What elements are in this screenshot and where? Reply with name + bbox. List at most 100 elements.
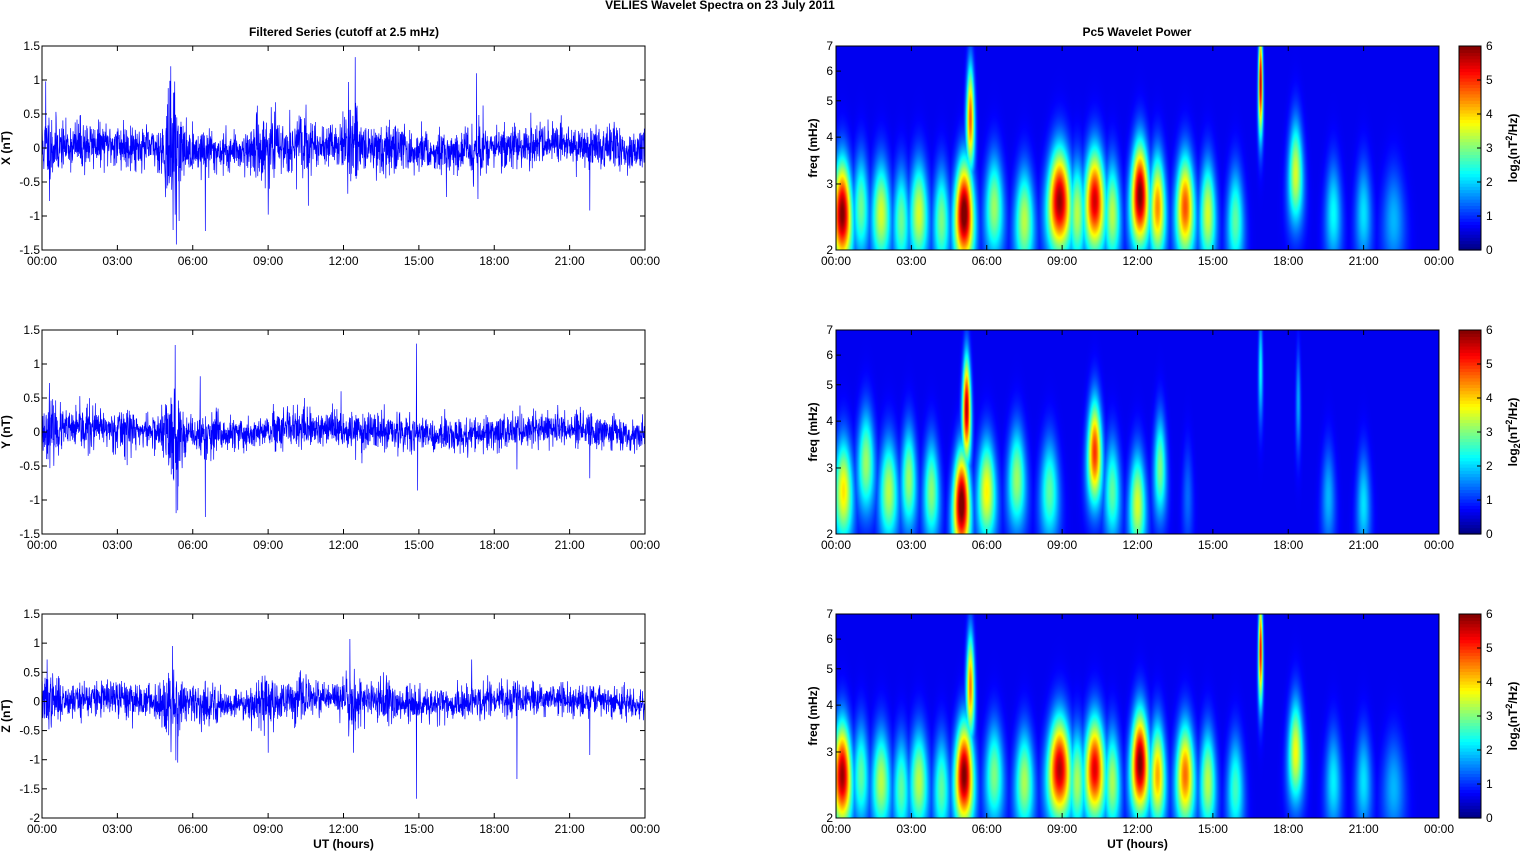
x-tick-label: 00:00 [630, 254, 660, 268]
colorbar-swatch [1459, 387, 1481, 392]
colorbar-swatch [1459, 757, 1481, 762]
colorbar-swatch [1459, 339, 1481, 344]
line-panel-0: -1.5 -1 -0.5 0 0.5 1 1.5 00:00 03:00 06:00 09:00 12… [0, 39, 660, 268]
colorbar-swatch [1459, 179, 1481, 184]
colorbar-tick-label: 3 [1486, 425, 1493, 439]
x-tick-label: 21:00 [1349, 822, 1379, 836]
colorbar-swatch [1459, 798, 1481, 803]
colorbar-swatch [1459, 74, 1481, 79]
colorbar-swatch [1459, 636, 1481, 641]
colorbar-swatch [1459, 112, 1481, 117]
colorbar-swatch [1459, 227, 1481, 232]
y-tick-label: 0.5 [23, 391, 40, 405]
x-tick-label: 00:00 [821, 254, 851, 268]
colorbar-swatch [1459, 716, 1481, 720]
colorbar-swatch [1459, 521, 1481, 526]
series-trace-z [42, 639, 645, 799]
x-axis-label: UT (hours) [1107, 837, 1168, 851]
heatmap-panel-4: 2 3 4 5 6 7 00:00 03:00 06:00 09:00 12:00 15:00 18:0… [806, 323, 1522, 552]
colorbar-label-part: (nT [1506, 708, 1520, 727]
colorbar-swatch [1459, 208, 1481, 213]
x-tick-label: 03:00 [102, 254, 132, 268]
colorbar-swatch [1459, 786, 1481, 790]
colorbar-swatch [1459, 199, 1481, 203]
y-tick-label: 0 [33, 694, 40, 708]
colorbar-swatch [1459, 365, 1481, 369]
colorbar-swatch [1459, 760, 1481, 765]
colorbar-tick-label: 3 [1486, 141, 1493, 155]
colorbar-swatch [1459, 652, 1481, 657]
y-tick-label: 1.5 [23, 607, 40, 621]
x-tick-label: 12:00 [328, 538, 358, 552]
y-tick-label: 0 [33, 425, 40, 439]
x-tick-label: 18:00 [1273, 538, 1303, 552]
y-tick-label: -1.5 [19, 243, 40, 257]
colorbar-swatch [1459, 205, 1481, 210]
y-tick-label: 3 [826, 461, 833, 475]
colorbar-swatch [1459, 109, 1481, 114]
colorbar-swatch [1459, 789, 1481, 794]
colorbar-swatch [1459, 240, 1481, 245]
colorbar-tick-label: 6 [1486, 607, 1493, 621]
colorbar-label: log2(nT2/Hz) [1504, 398, 1522, 467]
colorbar-swatch [1459, 428, 1481, 433]
series-trace-y [42, 343, 645, 518]
x-tick-label: 06:00 [972, 254, 1002, 268]
colorbar-swatch [1459, 374, 1481, 379]
colorbar-label-part: 2 [1512, 159, 1522, 164]
colorbar-swatch [1459, 770, 1481, 774]
colorbar-swatch [1459, 527, 1481, 532]
colorbar-tick-label: 4 [1486, 107, 1493, 121]
colorbar-swatch [1459, 224, 1481, 229]
colorbar-swatch [1459, 422, 1481, 427]
colorbar-label-part: log [1506, 448, 1520, 466]
colorbar-swatch [1459, 170, 1481, 175]
x-tick-label: 18:00 [479, 254, 509, 268]
colorbar-swatch [1459, 454, 1481, 459]
x-tick-label: 15:00 [404, 822, 434, 836]
colorbar-swatch [1459, 234, 1481, 238]
y-tick-label: 0.5 [23, 107, 40, 121]
colorbar-swatch [1459, 358, 1481, 363]
colorbar-tick-label: 6 [1486, 39, 1493, 53]
x-tick-label: 18:00 [479, 822, 509, 836]
y-tick-label: -0.5 [19, 724, 40, 738]
x-tick-label: 15:00 [1198, 538, 1228, 552]
colorbar-swatch [1459, 776, 1481, 781]
colorbar-swatch [1459, 744, 1481, 749]
colorbar-swatch [1459, 221, 1481, 226]
colorbar-swatch [1459, 661, 1481, 666]
colorbar-swatch [1459, 151, 1481, 155]
colorbar-swatch [1459, 119, 1481, 124]
y-tick-label: 0.5 [23, 665, 40, 679]
colorbar-swatch [1459, 514, 1481, 519]
colorbar-swatch [1459, 214, 1481, 219]
y-tick-label: 7 [826, 607, 833, 621]
colorbar-label: log2(nT2/Hz) [1504, 114, 1522, 183]
colorbar-swatch [1459, 371, 1481, 376]
colorbar-swatch [1459, 444, 1481, 449]
x-tick-label: 12:00 [1122, 822, 1152, 836]
colorbar-swatch [1459, 706, 1481, 711]
colorbar-swatch [1459, 518, 1481, 522]
colorbar-swatch [1459, 419, 1481, 424]
colorbar-swatch [1459, 805, 1481, 810]
x-tick-label: 00:00 [630, 538, 660, 552]
line-panel-2: -2 -1.5 -1 -0.5 0 0.5 1 1.5 00:00 03:00 06:00 09:00… [0, 607, 660, 851]
colorbar-tick-label: 2 [1486, 175, 1493, 189]
colorbar-swatch [1459, 176, 1481, 181]
colorbar-swatch [1459, 361, 1481, 366]
colorbar-swatch [1459, 412, 1481, 417]
x-tick-label: 00:00 [630, 822, 660, 836]
colorbar-swatch [1459, 128, 1481, 133]
colorbar-swatch [1459, 741, 1481, 746]
y-tick-label: 4 [826, 414, 833, 428]
x-tick-label: 12:00 [328, 254, 358, 268]
colorbar-tick-label: 5 [1486, 357, 1493, 371]
colorbar-label-part: 2 [1504, 704, 1514, 709]
y-tick-label: -1 [29, 493, 40, 507]
figure-suptitle: VELIES Wavelet Spectra on 23 July 2011 [605, 0, 835, 12]
colorbar-swatch [1459, 381, 1481, 385]
colorbar-swatch [1459, 144, 1481, 149]
colorbar-swatch [1459, 46, 1481, 50]
